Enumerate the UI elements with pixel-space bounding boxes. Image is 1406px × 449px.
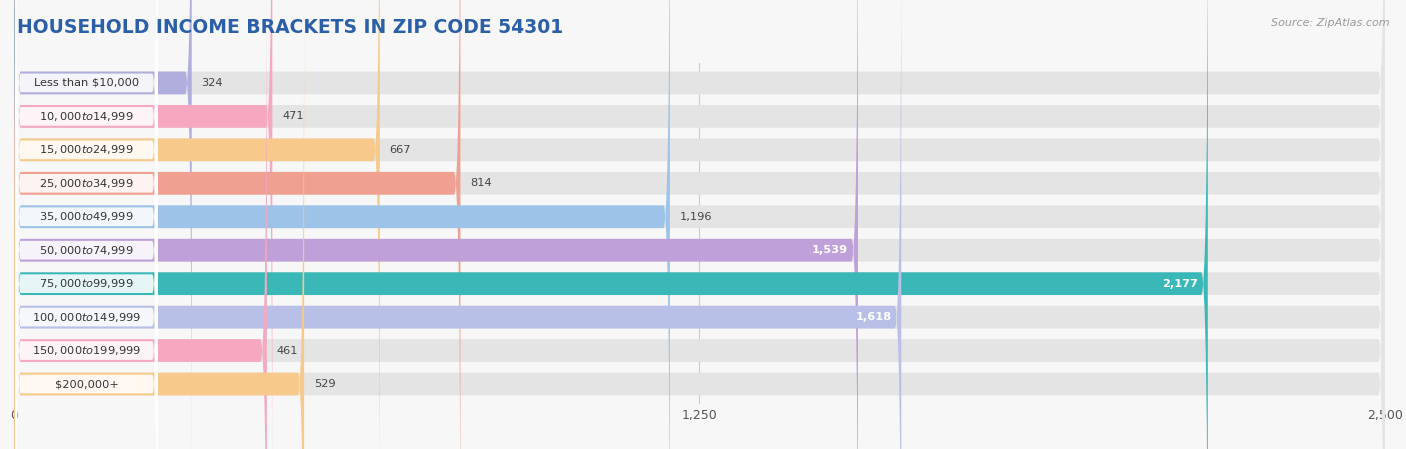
FancyBboxPatch shape xyxy=(14,0,273,449)
FancyBboxPatch shape xyxy=(15,0,157,408)
Text: $75,000 to $99,999: $75,000 to $99,999 xyxy=(39,277,134,290)
Text: Less than $10,000: Less than $10,000 xyxy=(34,78,139,88)
Text: $10,000 to $14,999: $10,000 to $14,999 xyxy=(39,110,134,123)
Text: 461: 461 xyxy=(277,346,298,356)
Text: 529: 529 xyxy=(314,379,336,389)
Text: $100,000 to $149,999: $100,000 to $149,999 xyxy=(32,311,141,324)
Text: 1,539: 1,539 xyxy=(811,245,848,255)
FancyBboxPatch shape xyxy=(14,0,1385,449)
FancyBboxPatch shape xyxy=(14,0,669,449)
FancyBboxPatch shape xyxy=(14,0,1385,449)
FancyBboxPatch shape xyxy=(14,0,1385,449)
FancyBboxPatch shape xyxy=(15,25,157,449)
Text: $150,000 to $199,999: $150,000 to $199,999 xyxy=(32,344,141,357)
Text: 324: 324 xyxy=(201,78,224,88)
FancyBboxPatch shape xyxy=(14,0,380,449)
Text: $200,000+: $200,000+ xyxy=(55,379,118,389)
FancyBboxPatch shape xyxy=(15,0,157,442)
FancyBboxPatch shape xyxy=(14,0,1385,449)
Text: 2,177: 2,177 xyxy=(1161,279,1198,289)
Text: 1,618: 1,618 xyxy=(855,312,891,322)
FancyBboxPatch shape xyxy=(14,0,1385,449)
FancyBboxPatch shape xyxy=(15,59,157,449)
FancyBboxPatch shape xyxy=(14,0,901,449)
FancyBboxPatch shape xyxy=(14,0,1385,449)
Text: 814: 814 xyxy=(470,178,492,188)
Text: $25,000 to $34,999: $25,000 to $34,999 xyxy=(39,177,134,190)
Text: $50,000 to $74,999: $50,000 to $74,999 xyxy=(39,244,134,257)
FancyBboxPatch shape xyxy=(14,0,267,449)
FancyBboxPatch shape xyxy=(15,0,157,449)
Text: 471: 471 xyxy=(283,111,304,121)
FancyBboxPatch shape xyxy=(15,0,157,449)
FancyBboxPatch shape xyxy=(14,0,1385,449)
Text: $15,000 to $24,999: $15,000 to $24,999 xyxy=(39,143,134,156)
Text: $35,000 to $49,999: $35,000 to $49,999 xyxy=(39,210,134,223)
FancyBboxPatch shape xyxy=(15,0,157,449)
Text: 1,196: 1,196 xyxy=(679,212,713,222)
FancyBboxPatch shape xyxy=(15,0,157,449)
Text: HOUSEHOLD INCOME BRACKETS IN ZIP CODE 54301: HOUSEHOLD INCOME BRACKETS IN ZIP CODE 54… xyxy=(17,18,562,37)
FancyBboxPatch shape xyxy=(14,0,460,449)
FancyBboxPatch shape xyxy=(14,0,1385,449)
FancyBboxPatch shape xyxy=(14,0,858,449)
FancyBboxPatch shape xyxy=(14,0,1385,449)
FancyBboxPatch shape xyxy=(14,0,304,449)
FancyBboxPatch shape xyxy=(15,0,157,449)
FancyBboxPatch shape xyxy=(14,0,1208,449)
FancyBboxPatch shape xyxy=(14,0,1385,449)
Text: Source: ZipAtlas.com: Source: ZipAtlas.com xyxy=(1271,18,1389,28)
FancyBboxPatch shape xyxy=(15,0,157,449)
FancyBboxPatch shape xyxy=(14,0,191,449)
Text: 667: 667 xyxy=(389,145,411,155)
